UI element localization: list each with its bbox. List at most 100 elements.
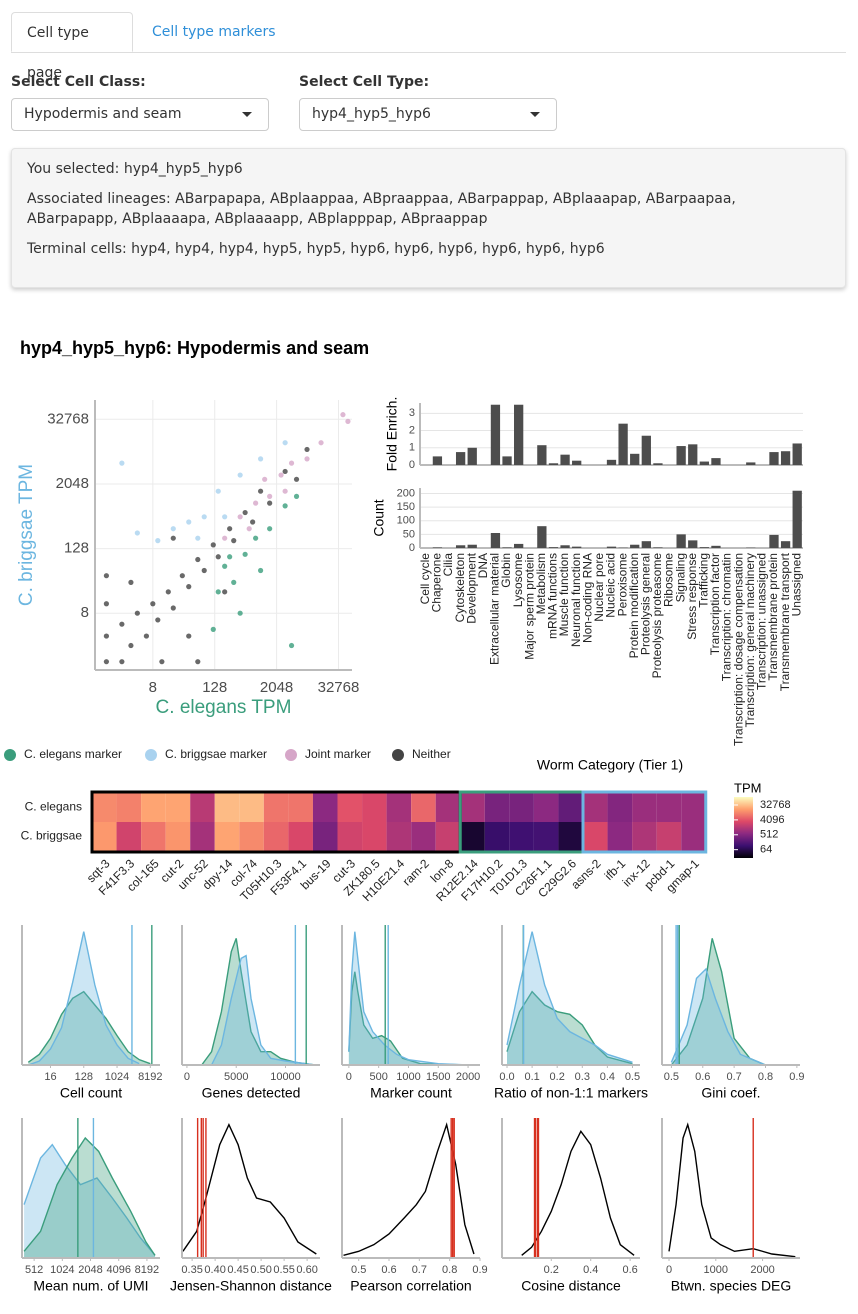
tab[interactable]: Cell type markers <box>152 24 276 40</box>
x-tick-label: 0.5 <box>664 1071 679 1083</box>
x-tick-label: Transcription factor <box>708 553 722 655</box>
scatter-point <box>258 456 264 462</box>
scatter-point <box>179 573 185 579</box>
x-axis-title: Worm Category (Tier 1) <box>537 757 683 773</box>
x-tick-label: 2000 <box>456 1071 480 1083</box>
bar <box>676 534 686 548</box>
x-tick-label: Metabolism <box>534 553 548 614</box>
x-tick-label: 1500 <box>426 1071 450 1083</box>
heatmap-cell <box>484 822 510 851</box>
x-axis-title: Genes detected <box>202 1085 301 1101</box>
x-tick-label: 1000 <box>704 1264 728 1276</box>
x-tick-label: 0 <box>666 1264 672 1276</box>
x-tick-label: Transcription: chromatin <box>720 553 734 681</box>
density-curve <box>668 1122 796 1258</box>
density-fill <box>671 969 766 1065</box>
colorbar-label: 64 <box>760 844 772 856</box>
select[interactable]: Hypodermis and seam <box>11 98 269 131</box>
scatter-point <box>215 554 221 560</box>
info-panel: You selected: hyp4_hyp5_hyp6 Associated … <box>11 148 846 288</box>
heatmap-cell <box>558 793 583 822</box>
scatter-point <box>155 538 161 544</box>
y-axis-title: Fold Enrich. <box>384 397 400 472</box>
bar <box>490 404 501 465</box>
x-tick-label: mRNA functions <box>546 553 560 639</box>
x-tick-label: 500 <box>369 1071 387 1083</box>
x-tick-label: Lysosome <box>511 553 525 608</box>
x-axis-title: Btwn. species DEG <box>671 1278 792 1294</box>
x-tick-label: Neuronal function <box>569 553 583 647</box>
heatmap-cell <box>92 793 117 822</box>
x-tick-label: Transmembrane protein <box>766 553 780 681</box>
x-tick-label: Cell cycle <box>418 553 432 605</box>
heatmap-cell <box>460 822 485 851</box>
scatter-point <box>258 488 264 494</box>
heatmap-cell <box>337 793 363 822</box>
x-tick-label: 0 <box>346 1071 352 1083</box>
scatter-point <box>222 589 228 595</box>
density-curve <box>210 954 316 1066</box>
x-tick-label: 0.5 <box>625 1071 640 1083</box>
bar <box>780 541 791 548</box>
x-tick-label: Extracellular material <box>488 553 502 665</box>
y-tick-label: 8 <box>81 604 89 621</box>
heatmap-cell <box>263 822 289 851</box>
scatter-point <box>267 500 273 506</box>
heatmap-cell <box>411 793 436 822</box>
x-axis-title: Gini coef. <box>701 1085 760 1101</box>
scatter-point <box>215 589 221 595</box>
x-tick-label: Trafficking <box>697 553 711 608</box>
heatmap-cell <box>681 822 706 851</box>
x-tick-label: Cilia <box>441 553 455 577</box>
y-tick-label: 1 <box>409 442 415 454</box>
scatter-point <box>227 526 233 532</box>
density-curve <box>343 1122 475 1257</box>
bar <box>537 526 547 548</box>
scatter-point <box>258 567 264 574</box>
x-tick-label: Proteolysis proteasome <box>650 553 664 679</box>
heatmap-cell <box>386 793 412 822</box>
density-curve <box>348 931 469 1066</box>
density-curve <box>506 931 633 1063</box>
density-fill <box>28 931 140 1065</box>
bar <box>467 544 477 548</box>
bar <box>432 456 443 465</box>
density-curve <box>23 1136 156 1256</box>
scatter-point <box>242 551 248 557</box>
y-tick-label: 50 <box>403 528 415 540</box>
bar <box>676 446 686 465</box>
scatter-point <box>155 617 161 623</box>
x-tick-label: 0.5 <box>351 1264 366 1276</box>
scatter-point <box>293 493 300 499</box>
heatmap-cell <box>607 793 633 822</box>
density-curve <box>201 938 316 1066</box>
scatter-point <box>103 573 110 579</box>
bar <box>548 463 559 465</box>
heatmap-cell <box>362 822 387 851</box>
x-tick-label: 0 <box>184 1071 190 1083</box>
scatter-point <box>210 626 216 632</box>
scatter-point <box>253 500 259 506</box>
bar <box>606 546 617 548</box>
density-fill <box>201 938 316 1065</box>
x-tick-label: 2048 <box>260 679 293 696</box>
y-tick-label: 100 <box>397 515 415 527</box>
x-tick-label: Unassigned <box>789 553 803 616</box>
tab[interactable]: Cell type page <box>11 12 133 81</box>
scatter-point <box>165 589 171 595</box>
info-line: You selected: hyp4_hyp5_hyp6 <box>27 161 243 177</box>
x-tick-label: 8192 <box>138 1071 162 1083</box>
x-tick-label: 0.9 <box>472 1264 487 1276</box>
scatter-point <box>231 579 237 585</box>
y-tick-label: 0 <box>409 459 415 471</box>
x-tick-label: Ribosome <box>662 553 676 607</box>
scatter-point <box>186 584 192 590</box>
scatter-point <box>282 440 288 446</box>
scatter-point <box>304 446 310 453</box>
select[interactable]: hyp4_hyp5_hyp6 <box>299 98 557 131</box>
x-axis-title: Jensen-Shannon distance <box>170 1278 332 1294</box>
scatter-point <box>186 633 192 639</box>
x-axis-title: Cell count <box>60 1085 122 1101</box>
x-tick-label: Transcription: unassigned <box>755 553 769 690</box>
density-curve <box>28 931 140 1066</box>
